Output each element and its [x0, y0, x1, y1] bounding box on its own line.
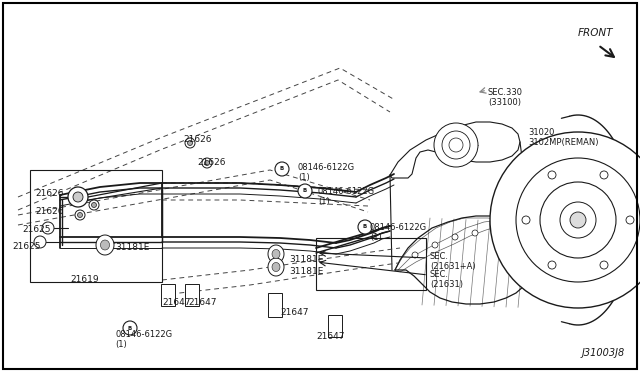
- Circle shape: [600, 171, 608, 179]
- Text: 08146-6122G
(1): 08146-6122G (1): [115, 330, 172, 349]
- Text: B: B: [303, 189, 307, 193]
- Circle shape: [434, 123, 478, 167]
- Circle shape: [512, 230, 518, 236]
- Text: B: B: [128, 326, 132, 330]
- Circle shape: [492, 228, 498, 234]
- Text: 31020
3102MP(REMAN): 31020 3102MP(REMAN): [528, 128, 598, 147]
- Circle shape: [92, 202, 97, 208]
- Circle shape: [188, 141, 193, 145]
- Polygon shape: [272, 250, 280, 259]
- Polygon shape: [100, 240, 109, 250]
- Circle shape: [452, 234, 458, 240]
- Circle shape: [570, 212, 586, 228]
- Text: 21647: 21647: [188, 298, 216, 307]
- Circle shape: [202, 158, 212, 168]
- Text: 21626: 21626: [183, 135, 211, 144]
- Text: 21647: 21647: [162, 298, 191, 307]
- Circle shape: [73, 192, 83, 202]
- Text: 21626: 21626: [35, 207, 63, 216]
- Circle shape: [298, 184, 312, 198]
- Text: FRONT: FRONT: [577, 28, 612, 38]
- Circle shape: [275, 162, 289, 176]
- Circle shape: [600, 261, 608, 269]
- Bar: [161, 284, 175, 306]
- Text: B: B: [280, 167, 284, 171]
- Circle shape: [449, 138, 463, 152]
- Text: B: B: [363, 224, 367, 230]
- Text: 21625: 21625: [12, 242, 40, 251]
- Circle shape: [34, 236, 46, 248]
- Circle shape: [472, 230, 478, 236]
- Text: 31181E: 31181E: [289, 267, 323, 276]
- Text: 21619: 21619: [70, 275, 99, 284]
- Circle shape: [185, 138, 195, 148]
- Text: 21626: 21626: [197, 158, 225, 167]
- Circle shape: [522, 216, 530, 224]
- Text: 21647: 21647: [280, 308, 308, 317]
- Bar: [316, 238, 426, 290]
- Polygon shape: [96, 235, 114, 255]
- Circle shape: [89, 200, 99, 210]
- Circle shape: [75, 210, 85, 220]
- Bar: [185, 284, 199, 306]
- Circle shape: [42, 222, 54, 234]
- Text: 21647: 21647: [316, 332, 344, 341]
- Polygon shape: [268, 245, 284, 263]
- Circle shape: [490, 132, 640, 308]
- Text: 21626: 21626: [35, 189, 63, 198]
- Circle shape: [560, 202, 596, 238]
- Text: J31003J8: J31003J8: [582, 348, 625, 358]
- Circle shape: [123, 321, 137, 335]
- Text: 08146-6122G
(1): 08146-6122G (1): [298, 163, 355, 182]
- Text: SEC.
(21631): SEC. (21631): [430, 270, 463, 289]
- Circle shape: [516, 158, 640, 282]
- Circle shape: [548, 171, 556, 179]
- Text: 31181E: 31181E: [115, 243, 149, 252]
- Circle shape: [358, 220, 372, 234]
- Bar: [328, 315, 342, 337]
- Circle shape: [205, 160, 209, 166]
- Text: 21625: 21625: [22, 225, 51, 234]
- Bar: [30, 170, 162, 282]
- Bar: [268, 293, 282, 317]
- Circle shape: [540, 182, 616, 258]
- Text: 08146-6122G
(1): 08146-6122G (1): [370, 223, 427, 243]
- Circle shape: [548, 261, 556, 269]
- Circle shape: [432, 242, 438, 248]
- Text: 08146-6122G
(1): 08146-6122G (1): [318, 187, 375, 206]
- Circle shape: [626, 216, 634, 224]
- Circle shape: [68, 187, 88, 207]
- Polygon shape: [268, 258, 284, 276]
- Text: SEC.330
(33100): SEC.330 (33100): [488, 88, 523, 108]
- Circle shape: [522, 237, 528, 243]
- Text: SEC.
(21631+A): SEC. (21631+A): [430, 252, 476, 272]
- Polygon shape: [272, 263, 280, 272]
- Text: 31181E: 31181E: [289, 255, 323, 264]
- Circle shape: [77, 212, 83, 218]
- Circle shape: [412, 252, 418, 258]
- Circle shape: [442, 131, 470, 159]
